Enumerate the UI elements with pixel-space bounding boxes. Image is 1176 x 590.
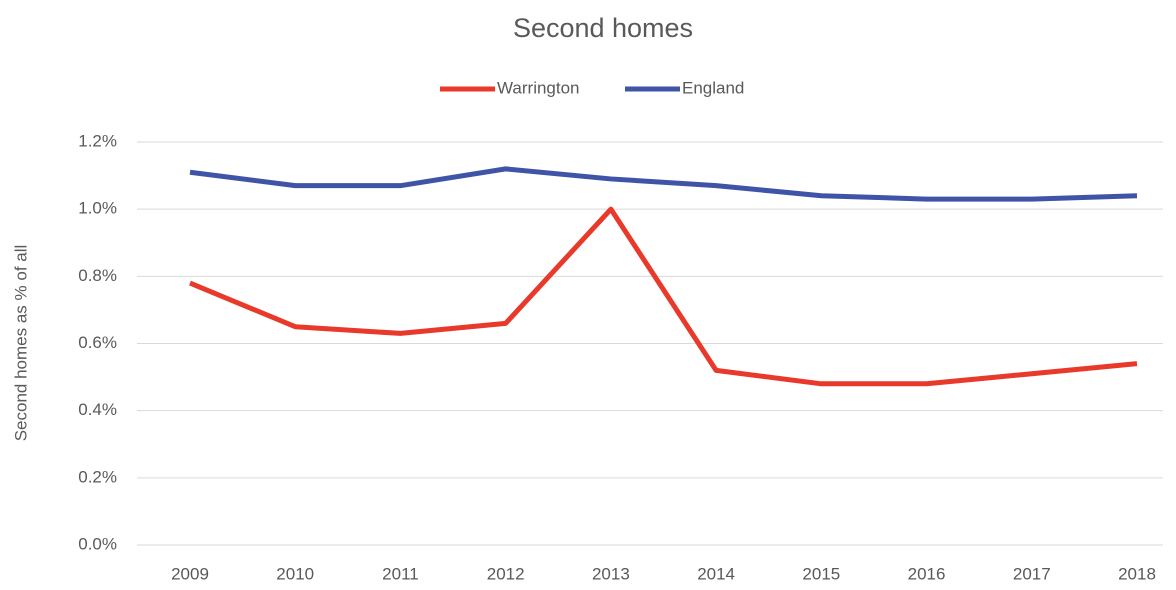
x-tick-label: 2018 [1118, 564, 1156, 583]
legend-label: England [682, 78, 744, 97]
chart-title: Second homes [513, 13, 693, 43]
legend-label: Warrington [497, 78, 580, 97]
x-tick-label: 2014 [697, 564, 735, 583]
x-tick-label: 2013 [592, 564, 630, 583]
line-series [189, 166, 1138, 202]
x-tick-label: 2011 [382, 564, 419, 583]
x-tick-label: 2017 [1013, 564, 1051, 583]
y-tick-label: 1.0% [78, 199, 117, 218]
y-tick-label: 0.0% [78, 534, 117, 553]
x-tick-label: 2015 [802, 564, 840, 583]
y-tick-label: 0.4% [78, 400, 117, 419]
x-tick-label: 2009 [171, 564, 209, 583]
x-tick-label: 2016 [908, 564, 946, 583]
y-tick-label: 1.2% [78, 131, 117, 150]
x-tick-label: 2012 [487, 564, 525, 583]
x-tick-label: 2010 [276, 564, 314, 583]
y-tick-label: 0.8% [78, 266, 117, 285]
y-tick-label: 0.6% [78, 333, 117, 352]
y-tick-label: 0.2% [78, 467, 117, 486]
y-axis-label: Second homes as % of all [11, 245, 30, 442]
line-series [189, 206, 1138, 387]
